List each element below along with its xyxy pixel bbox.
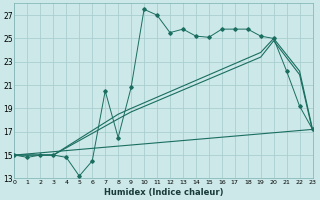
X-axis label: Humidex (Indice chaleur): Humidex (Indice chaleur) xyxy=(104,188,223,197)
